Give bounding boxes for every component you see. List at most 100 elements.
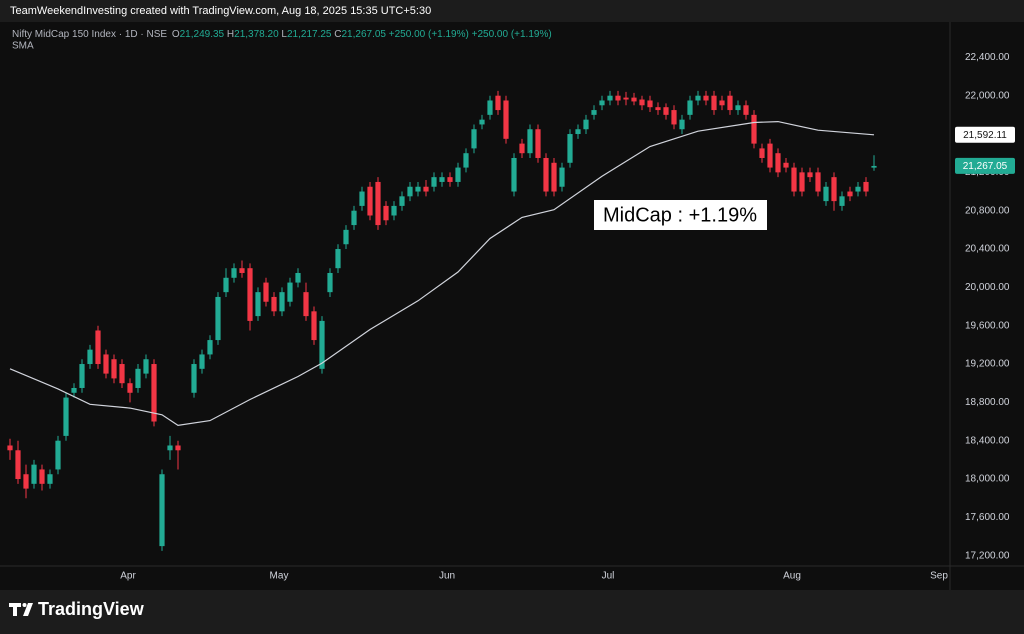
- candle-body: [231, 268, 237, 278]
- candle-body: [687, 100, 693, 115]
- candle-body: [399, 196, 405, 206]
- x-tick-label: Aug: [783, 571, 801, 582]
- ohlc-value: 21,217.25: [287, 29, 332, 40]
- candle-body: [95, 330, 101, 365]
- candle-body: [31, 464, 37, 484]
- candle-body: [287, 282, 293, 302]
- candle-body: [647, 100, 653, 108]
- candle-body: [199, 354, 205, 369]
- candle-body: [471, 129, 477, 149]
- credit: TeamWeekendInvesting created with Tradin…: [10, 5, 431, 17]
- y-tick-label: 20,800.00: [965, 205, 1010, 216]
- candle-body: [423, 186, 429, 192]
- candle-body: [63, 397, 69, 436]
- candle-body: [407, 186, 413, 197]
- candle-body: [7, 445, 13, 451]
- candle-body: [551, 162, 557, 192]
- candle-body: [871, 165, 877, 168]
- candle-body: [375, 181, 381, 226]
- candle-body: [847, 191, 853, 197]
- candle-body: [599, 100, 605, 106]
- y-tick-label: 17,600.00: [965, 512, 1010, 523]
- candle-body: [663, 107, 669, 115]
- brand-logo: [9, 603, 33, 616]
- price-label: 21,267.05: [963, 161, 1008, 172]
- x-tick-label: Sep: [930, 571, 948, 582]
- candle-body: [703, 95, 709, 101]
- logo-icon: [22, 603, 27, 607]
- candle-body: [575, 129, 581, 135]
- price-label-box: [955, 126, 1015, 143]
- candle-body: [447, 177, 453, 182]
- candle-body: [439, 177, 445, 182]
- candle-body: [359, 191, 365, 206]
- legend: Nifty MidCap 150 Index · 1D · NSE O21,24…: [12, 29, 552, 40]
- candle-body: [511, 157, 517, 192]
- candle-body: [495, 95, 501, 111]
- candle-body: [631, 97, 637, 102]
- candle-body: [823, 186, 829, 202]
- candle-body: [367, 186, 373, 216]
- ohlc-value: 21,267.05: [342, 29, 387, 40]
- candle-body: [279, 292, 285, 312]
- candle-body: [15, 450, 21, 480]
- candle-body: [583, 119, 589, 130]
- candle-body: [695, 95, 701, 101]
- candle-body: [319, 320, 325, 369]
- candle-body: [735, 105, 741, 111]
- candle-body: [415, 186, 421, 192]
- candle-body: [159, 474, 165, 547]
- candle-body: [215, 296, 221, 341]
- candle-body: [327, 272, 333, 293]
- candle-body: [463, 153, 469, 168]
- candle-body: [191, 364, 197, 393]
- candle-body: [247, 268, 253, 321]
- y-tick-label: 18,800.00: [965, 397, 1010, 408]
- candle-body: [47, 474, 53, 484]
- candle-body: [831, 177, 837, 202]
- candle-body: [391, 205, 397, 216]
- candle-body: [559, 167, 565, 187]
- sma-line: [9, 120, 875, 427]
- indicator-label: SMA: [12, 41, 34, 52]
- candle-body: [767, 143, 773, 168]
- ohlc-key: C: [334, 29, 341, 40]
- candle-body: [127, 383, 133, 393]
- candle-body: [615, 95, 621, 101]
- candle-body: [719, 100, 725, 106]
- candle-body: [23, 474, 29, 489]
- candle-body: [655, 107, 661, 111]
- change: +250.00 (+1.19%): [472, 29, 552, 40]
- candle-body: [527, 129, 533, 154]
- candle-body: [783, 162, 789, 168]
- annotation-box: [594, 200, 767, 230]
- candle-body: [351, 210, 357, 226]
- candle-body: [503, 100, 509, 139]
- candle-body: [55, 440, 61, 470]
- annotation: MidCap : +1.19%: [603, 204, 757, 226]
- candle-body: [519, 143, 525, 154]
- candle-body: [799, 172, 805, 192]
- candle-body: [175, 445, 181, 451]
- candle-body: [223, 277, 229, 293]
- plot-area: [0, 22, 1024, 590]
- symbol: Nifty MidCap 150 Index · 1D · NSE: [12, 29, 167, 40]
- y-tick-label: 22,000.00: [965, 90, 1010, 101]
- candle-body: [815, 172, 821, 192]
- candle-body: [711, 95, 717, 111]
- x-tick-label: Apr: [120, 571, 136, 582]
- y-tick-label: 18,400.00: [965, 435, 1010, 446]
- price-label-box: [955, 157, 1015, 174]
- candle-body: [543, 157, 549, 192]
- candle-body: [343, 229, 349, 245]
- y-tick-label: 19,600.00: [965, 320, 1010, 331]
- price-label: 21,592.11: [963, 130, 1007, 141]
- candle-body: [207, 340, 213, 355]
- candle-body: [87, 349, 93, 365]
- ohlc-value: 21,249.35: [180, 29, 225, 40]
- candle-body: [303, 292, 309, 317]
- candle-body: [759, 148, 765, 158]
- y-tick-label: 20,000.00: [965, 282, 1010, 293]
- candle-body: [679, 119, 685, 130]
